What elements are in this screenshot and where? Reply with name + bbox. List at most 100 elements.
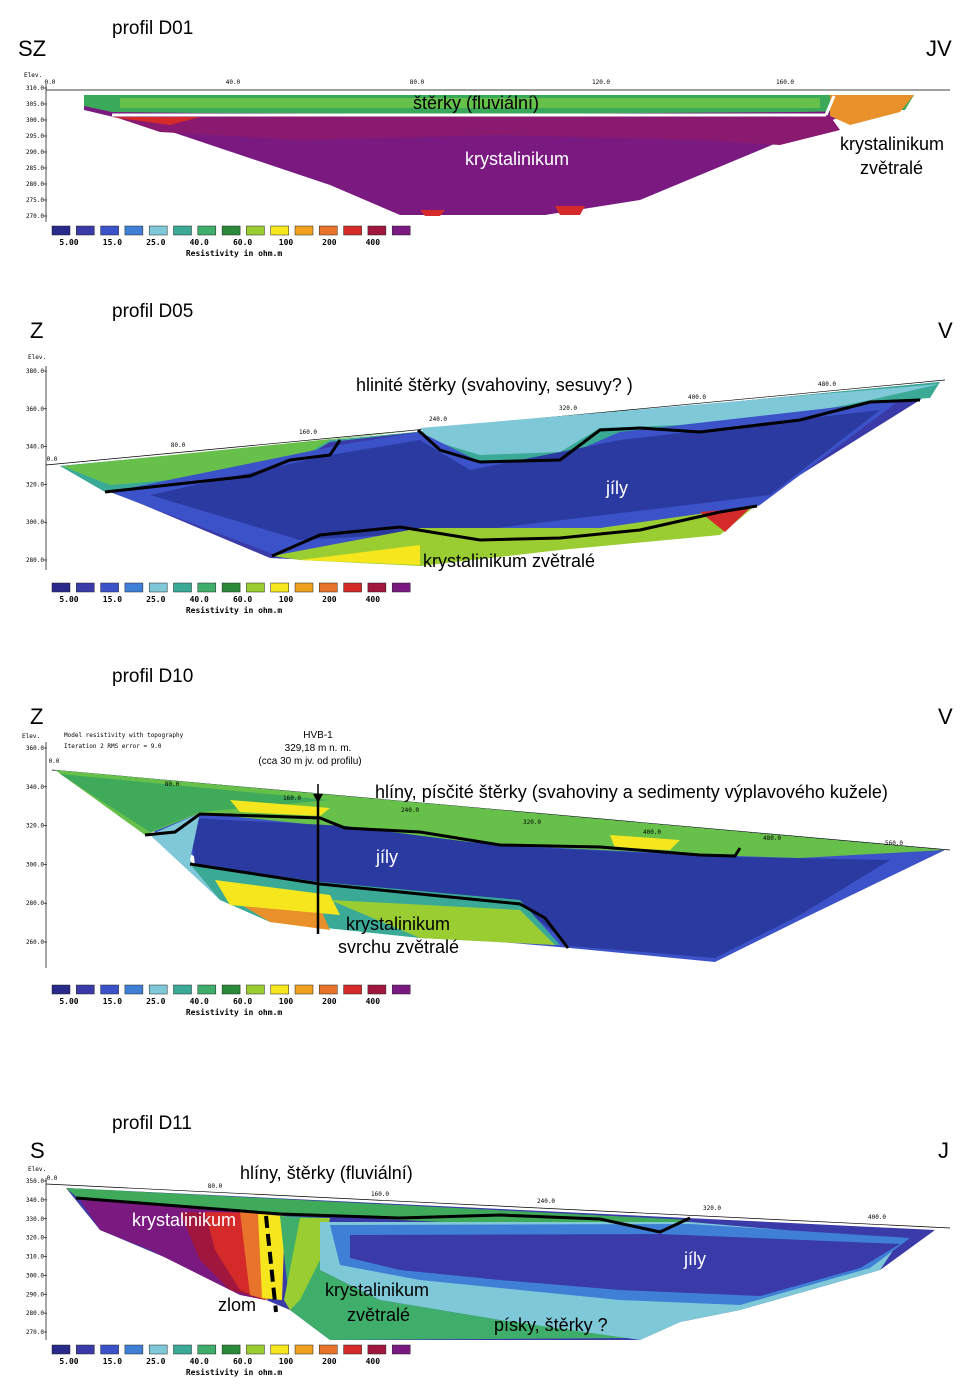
legend-swatch [319,1344,338,1355]
y-tick-label: 330.0 [26,1216,44,1223]
borehole-arrowhead [313,794,323,803]
legend-swatch [76,582,95,593]
x-tick-label: 0.0 [47,1175,58,1182]
resistivity-legend: 5.00 15.0 25.0 40.0 60.0 100 200 400 Resistivity… [51,984,411,1017]
profile-title: profil D01 [112,18,193,39]
label-gravels: štěrky (fluviální) [413,93,539,113]
legend-swatch [124,225,144,236]
direction-right: JV [926,36,952,61]
profile-d01: profil D01 SZ JV Elev. štěrky (fluviální… [18,18,952,258]
resistivity-legend: 5.00 15.0 25.0 40.0 60.0 100 200 400 Resistivity… [51,1344,411,1377]
label-sands-gravels: písky, štěrky ? [494,1315,608,1335]
legend-value: 5.00 [59,997,78,1006]
x-tick-labels: 0.0 80.0 160.0 240.0 320.0 400.0 480.0 560.0 [49,758,904,847]
resistivity-legend: 5.00 15.0 25.0 40.0 60.0 100 200 400 Resistivity… [51,582,411,615]
legend-swatch [391,225,411,236]
legend-value: 25.0 [146,1357,165,1366]
legend-value: 400 [366,997,381,1006]
y-tick-label: 360.0 [26,406,44,413]
x-tick-label: 160.0 [299,429,317,436]
legend-value: 15.0 [103,1357,122,1366]
y-tick-label: 310.0 [26,1254,44,1261]
boundary-lower [189,862,570,949]
upper-layer [55,770,945,858]
legend-swatch [197,225,217,236]
y-tick-label: 340.0 [26,444,44,451]
weathered-left [112,117,200,125]
x-tick-label: 560.0 [885,840,903,847]
legend-swatch [221,225,241,236]
direction-right: J [938,1138,949,1163]
legend-swatch [294,984,314,995]
legend-swatch [319,225,338,236]
label-weathered: zvětralé [347,1305,410,1325]
x-tick-label: 400.0 [688,394,706,401]
legend-value: 200 [322,595,337,604]
legend-swatch [221,582,241,593]
legend-swatch [100,1344,119,1355]
y-tick-label: 300.0 [26,117,44,124]
x-tick-label: 80.0 [165,781,180,788]
legend-swatch [343,582,362,593]
legend-value: 400 [366,595,381,604]
legend-swatch [148,582,168,593]
label-crystalline-weathered: krystalinikum [325,1280,429,1300]
legend-swatch [51,1344,71,1355]
x-tick-label: 160.0 [776,79,794,86]
x-tick-label: 480.0 [763,835,781,842]
legend-swatch [294,225,314,236]
model-header-line-1: Model resistivity with topography [64,732,184,739]
boundary-upper [104,439,342,494]
legend-swatch [100,225,119,236]
y-tick-label: 320.0 [26,1235,44,1242]
legend-value: 5.00 [59,238,78,247]
x-tick-label: 0.0 [45,79,56,86]
legend-value: 400 [366,1357,381,1366]
upper-layer-light [420,384,940,455]
crystalline-green [330,900,555,945]
legend-swatch [270,225,289,236]
upper-layer-green [62,430,420,485]
legend-title: Resistivity in ohm.m [186,1007,283,1017]
dark-core [190,818,890,958]
legend-value: 15.0 [103,238,122,247]
y-tick-label: 285.0 [26,165,44,172]
boundary-lower [271,504,758,558]
y-tick-label: 340.0 [26,784,44,791]
legend-value: 100 [279,997,294,1006]
y-tick-label: 310.0 [26,85,44,92]
legend-swatch [246,225,265,236]
legend-value: 15.0 [103,595,122,604]
legend-swatch [76,1344,95,1355]
y-tick-label: 300.0 [26,861,44,868]
y-tick-labels: 350.0 340.0 330.0 320.0 310.0 300.0 290.0 280.0… [26,1178,47,1336]
legend-value: 100 [279,1357,294,1366]
model-header-line-2: Iteration 2 RMS error = 9.0 [64,743,162,750]
boundary-upper-right [416,398,921,464]
upper-yellow-2 [610,835,680,850]
y-tick-label: 300.0 [26,519,44,526]
legend-swatch [270,984,289,995]
red-pocket-bottom-2 [555,206,585,215]
legend-swatch [173,1344,192,1355]
y-tick-label: 280.0 [26,557,44,564]
legend-swatch [343,1344,362,1355]
x-tick-label: 120.0 [592,79,610,86]
x-tick-label: 240.0 [401,807,419,814]
x-tick-label: 320.0 [523,819,541,826]
legend-swatch [197,984,217,995]
legend-value: 100 [279,238,294,247]
direction-left: SZ [18,36,46,61]
label-clays: jíly [375,847,398,867]
legend-swatch [391,984,411,995]
x-tick-label: 80.0 [171,442,186,449]
direction-right: V [938,704,953,729]
legend-value: 15.0 [103,997,122,1006]
legend-swatch [319,582,338,593]
x-tick-label: 80.0 [208,1183,223,1190]
label-crystalline-right: krystalinikum [840,134,944,154]
direction-left: Z [30,318,43,343]
legend-swatch [100,984,119,995]
y-tick-label: 280.0 [26,1310,44,1317]
legend-swatch [76,984,95,995]
